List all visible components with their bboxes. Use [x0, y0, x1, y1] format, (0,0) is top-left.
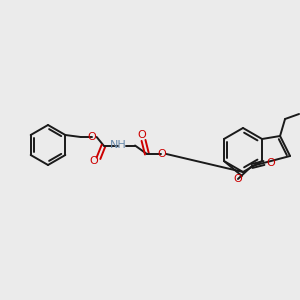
Text: O: O — [89, 156, 98, 166]
Text: O: O — [267, 158, 275, 168]
Text: O: O — [157, 149, 166, 159]
Text: O: O — [137, 130, 146, 140]
Text: NH: NH — [110, 140, 126, 151]
Text: O: O — [234, 174, 242, 184]
Text: O: O — [87, 132, 96, 142]
